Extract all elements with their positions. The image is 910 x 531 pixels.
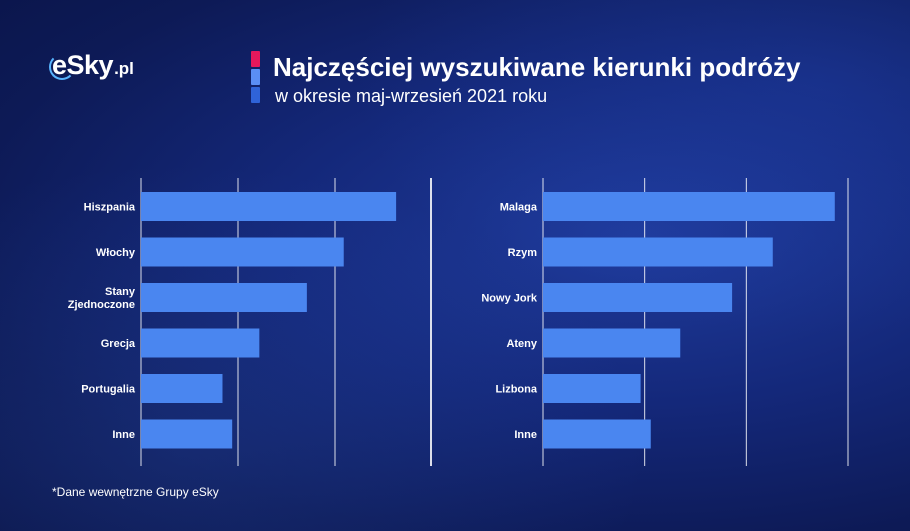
category-label-countries-1: Włochy bbox=[96, 247, 136, 259]
accent-bar-blue bbox=[251, 87, 260, 103]
bar-cities-2 bbox=[543, 283, 733, 312]
bar-countries-5 bbox=[141, 419, 233, 449]
bar-countries-2 bbox=[141, 283, 307, 312]
category-label-countries-0: Hiszpania bbox=[84, 202, 136, 214]
chart-title: Najczęściej wyszukiwane kierunki podróży bbox=[273, 52, 801, 82]
bar-countries-3 bbox=[141, 328, 260, 358]
logo-suffix-text: .pl bbox=[114, 59, 134, 78]
category-label-countries-5: Inne bbox=[112, 429, 135, 441]
bar-cities-5 bbox=[543, 419, 651, 449]
accent-bar-pink bbox=[251, 51, 260, 67]
category-label-cities-0: Malaga bbox=[500, 202, 538, 214]
logo-ring-icon bbox=[49, 54, 75, 80]
category-label-cities-2: Nowy Jork bbox=[481, 293, 538, 305]
footnote: *Dane wewnętrzne Grupy eSky bbox=[52, 485, 219, 499]
bar-cities-0 bbox=[543, 192, 835, 221]
bar-countries-0 bbox=[141, 192, 397, 221]
bar-cities-1 bbox=[543, 237, 773, 267]
chart-subtitle: w okresie maj-wrzesień 2021 roku bbox=[275, 86, 548, 106]
category-label-countries-2: Stany Zjednoczone bbox=[68, 286, 136, 311]
category-label-cities-4: Lizbona bbox=[495, 384, 537, 396]
category-label-countries-4: Portugalia bbox=[81, 384, 136, 396]
bar-cities-4 bbox=[543, 374, 641, 403]
bar-countries-4 bbox=[141, 374, 223, 403]
category-label-cities-3: Ateny bbox=[506, 338, 537, 350]
bar-cities-3 bbox=[543, 328, 681, 358]
bar-countries-1 bbox=[141, 237, 344, 267]
accent-bar-light-blue bbox=[251, 69, 260, 85]
panel-divider bbox=[430, 178, 432, 466]
category-label-cities-5: Inne bbox=[514, 429, 537, 441]
esky-logo: eSky .pl bbox=[49, 50, 134, 80]
category-label-countries-3: Grecja bbox=[101, 338, 136, 350]
category-label-cities-1: Rzym bbox=[508, 247, 538, 259]
